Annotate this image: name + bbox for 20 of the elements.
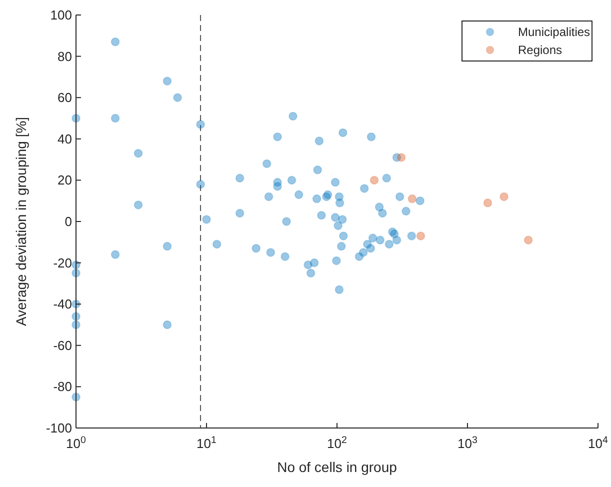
y-tick-label: 40 <box>58 131 72 146</box>
y-tick-label: 100 <box>50 8 72 22</box>
legend-label: Regions <box>518 43 562 57</box>
y-tick-label: -40 <box>53 296 72 312</box>
x-tick-label: 10$^{4}$ <box>588 434 609 451</box>
x-axis-title: No of cells in group <box>277 459 398 475</box>
y-tick-label: 20 <box>58 172 72 188</box>
x-tick-label: 10$^{0}$ <box>66 434 87 451</box>
y-axis-title: Average deviation in grouping [%] <box>13 116 29 326</box>
y-tick-label: -80 <box>53 379 72 394</box>
legend-label: Municipalities <box>518 25 590 39</box>
y-tick-label: -60 <box>53 338 72 353</box>
x-tick-label: 10$^{1}$ <box>196 434 216 451</box>
x-tick-label: 10$^{2}$ <box>327 434 347 451</box>
y-tick-label: 80 <box>58 48 72 64</box>
y-tick-label: 60 <box>58 90 72 106</box>
x-tick-label: 10$^{3}$ <box>458 434 478 451</box>
y-tick-label: -20 <box>53 255 72 270</box>
y-tick-label: 0 <box>64 214 72 229</box>
y-tick-label: -100 <box>46 420 72 436</box>
